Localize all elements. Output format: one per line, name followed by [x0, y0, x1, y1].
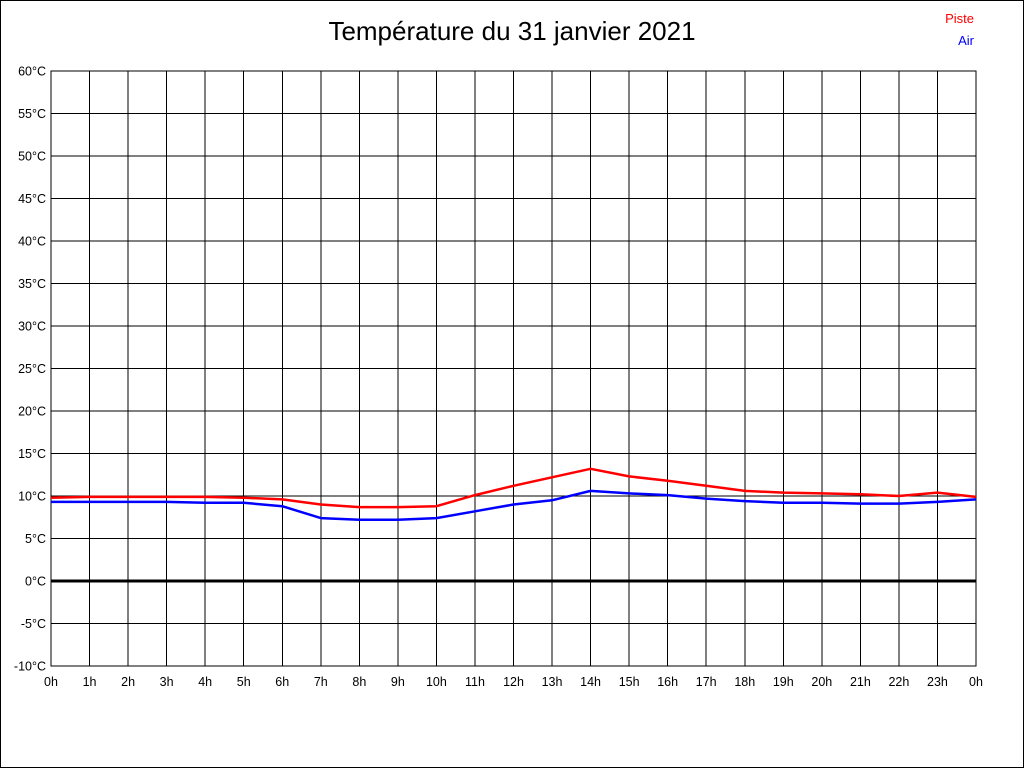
y-tick-label: 50°C: [18, 150, 46, 164]
y-tick-label: 20°C: [18, 405, 46, 419]
y-tick-label: 35°C: [18, 277, 46, 291]
x-tick-label: 11h: [465, 675, 485, 689]
x-tick-label: 0h: [969, 675, 983, 689]
x-tick-label: 5h: [237, 675, 251, 689]
x-tick-label: 23h: [927, 675, 948, 689]
y-tick-label: -10°C: [14, 660, 46, 674]
x-tick-label: 8h: [352, 675, 366, 689]
series-line-piste: [50, 467, 977, 509]
series-line-air: [51, 489, 977, 522]
x-tick-label: 20h: [811, 675, 832, 689]
x-tick-label: 9h: [391, 675, 405, 689]
y-tick-label: 60°C: [18, 65, 46, 79]
x-tick-label: 13h: [542, 675, 563, 689]
x-tick-label: 17h: [696, 675, 717, 689]
x-tick-label: 7h: [314, 675, 328, 689]
y-tick-label: 0°C: [25, 575, 46, 589]
y-tick-label: 40°C: [18, 235, 46, 249]
x-tick-label: 2h: [121, 675, 135, 689]
legend-label-air: Air: [958, 32, 974, 48]
y-tick-label: -5°C: [21, 617, 46, 631]
plot-border: [50, 70, 977, 667]
y-tick-label: 55°C: [18, 107, 46, 121]
x-tick-label: 22h: [888, 675, 909, 689]
y-tick-label: 30°C: [18, 320, 46, 334]
y-tick-label: 5°C: [25, 532, 46, 546]
x-tick-label: 1h: [83, 675, 97, 689]
legend-label-piste: Piste: [945, 11, 974, 26]
x-tick-label: 0h: [44, 675, 58, 689]
x-tick-label: 6h: [275, 675, 289, 689]
x-tick-label: 21h: [850, 675, 871, 689]
x-tick-label: 12h: [503, 675, 524, 689]
x-tick-label: 4h: [198, 675, 212, 689]
x-tick-label: 15h: [619, 675, 640, 689]
x-tick-label: 19h: [773, 675, 794, 689]
x-tick-label: 18h: [734, 675, 755, 689]
x-tick-label: 3h: [160, 675, 174, 689]
y-tick-label: 15°C: [18, 447, 46, 461]
y-tick-label: 25°C: [18, 362, 46, 376]
y-tick-label: 45°C: [18, 192, 46, 206]
y-tick-label: 10°C: [18, 490, 46, 504]
chart-title: Température du 31 janvier 2021: [328, 16, 696, 46]
x-tick-label: 16h: [657, 675, 678, 689]
x-tick-label: 10h: [426, 675, 447, 689]
x-tick-label: 14h: [580, 675, 601, 689]
chart-legend: Piste Air: [945, 11, 974, 49]
